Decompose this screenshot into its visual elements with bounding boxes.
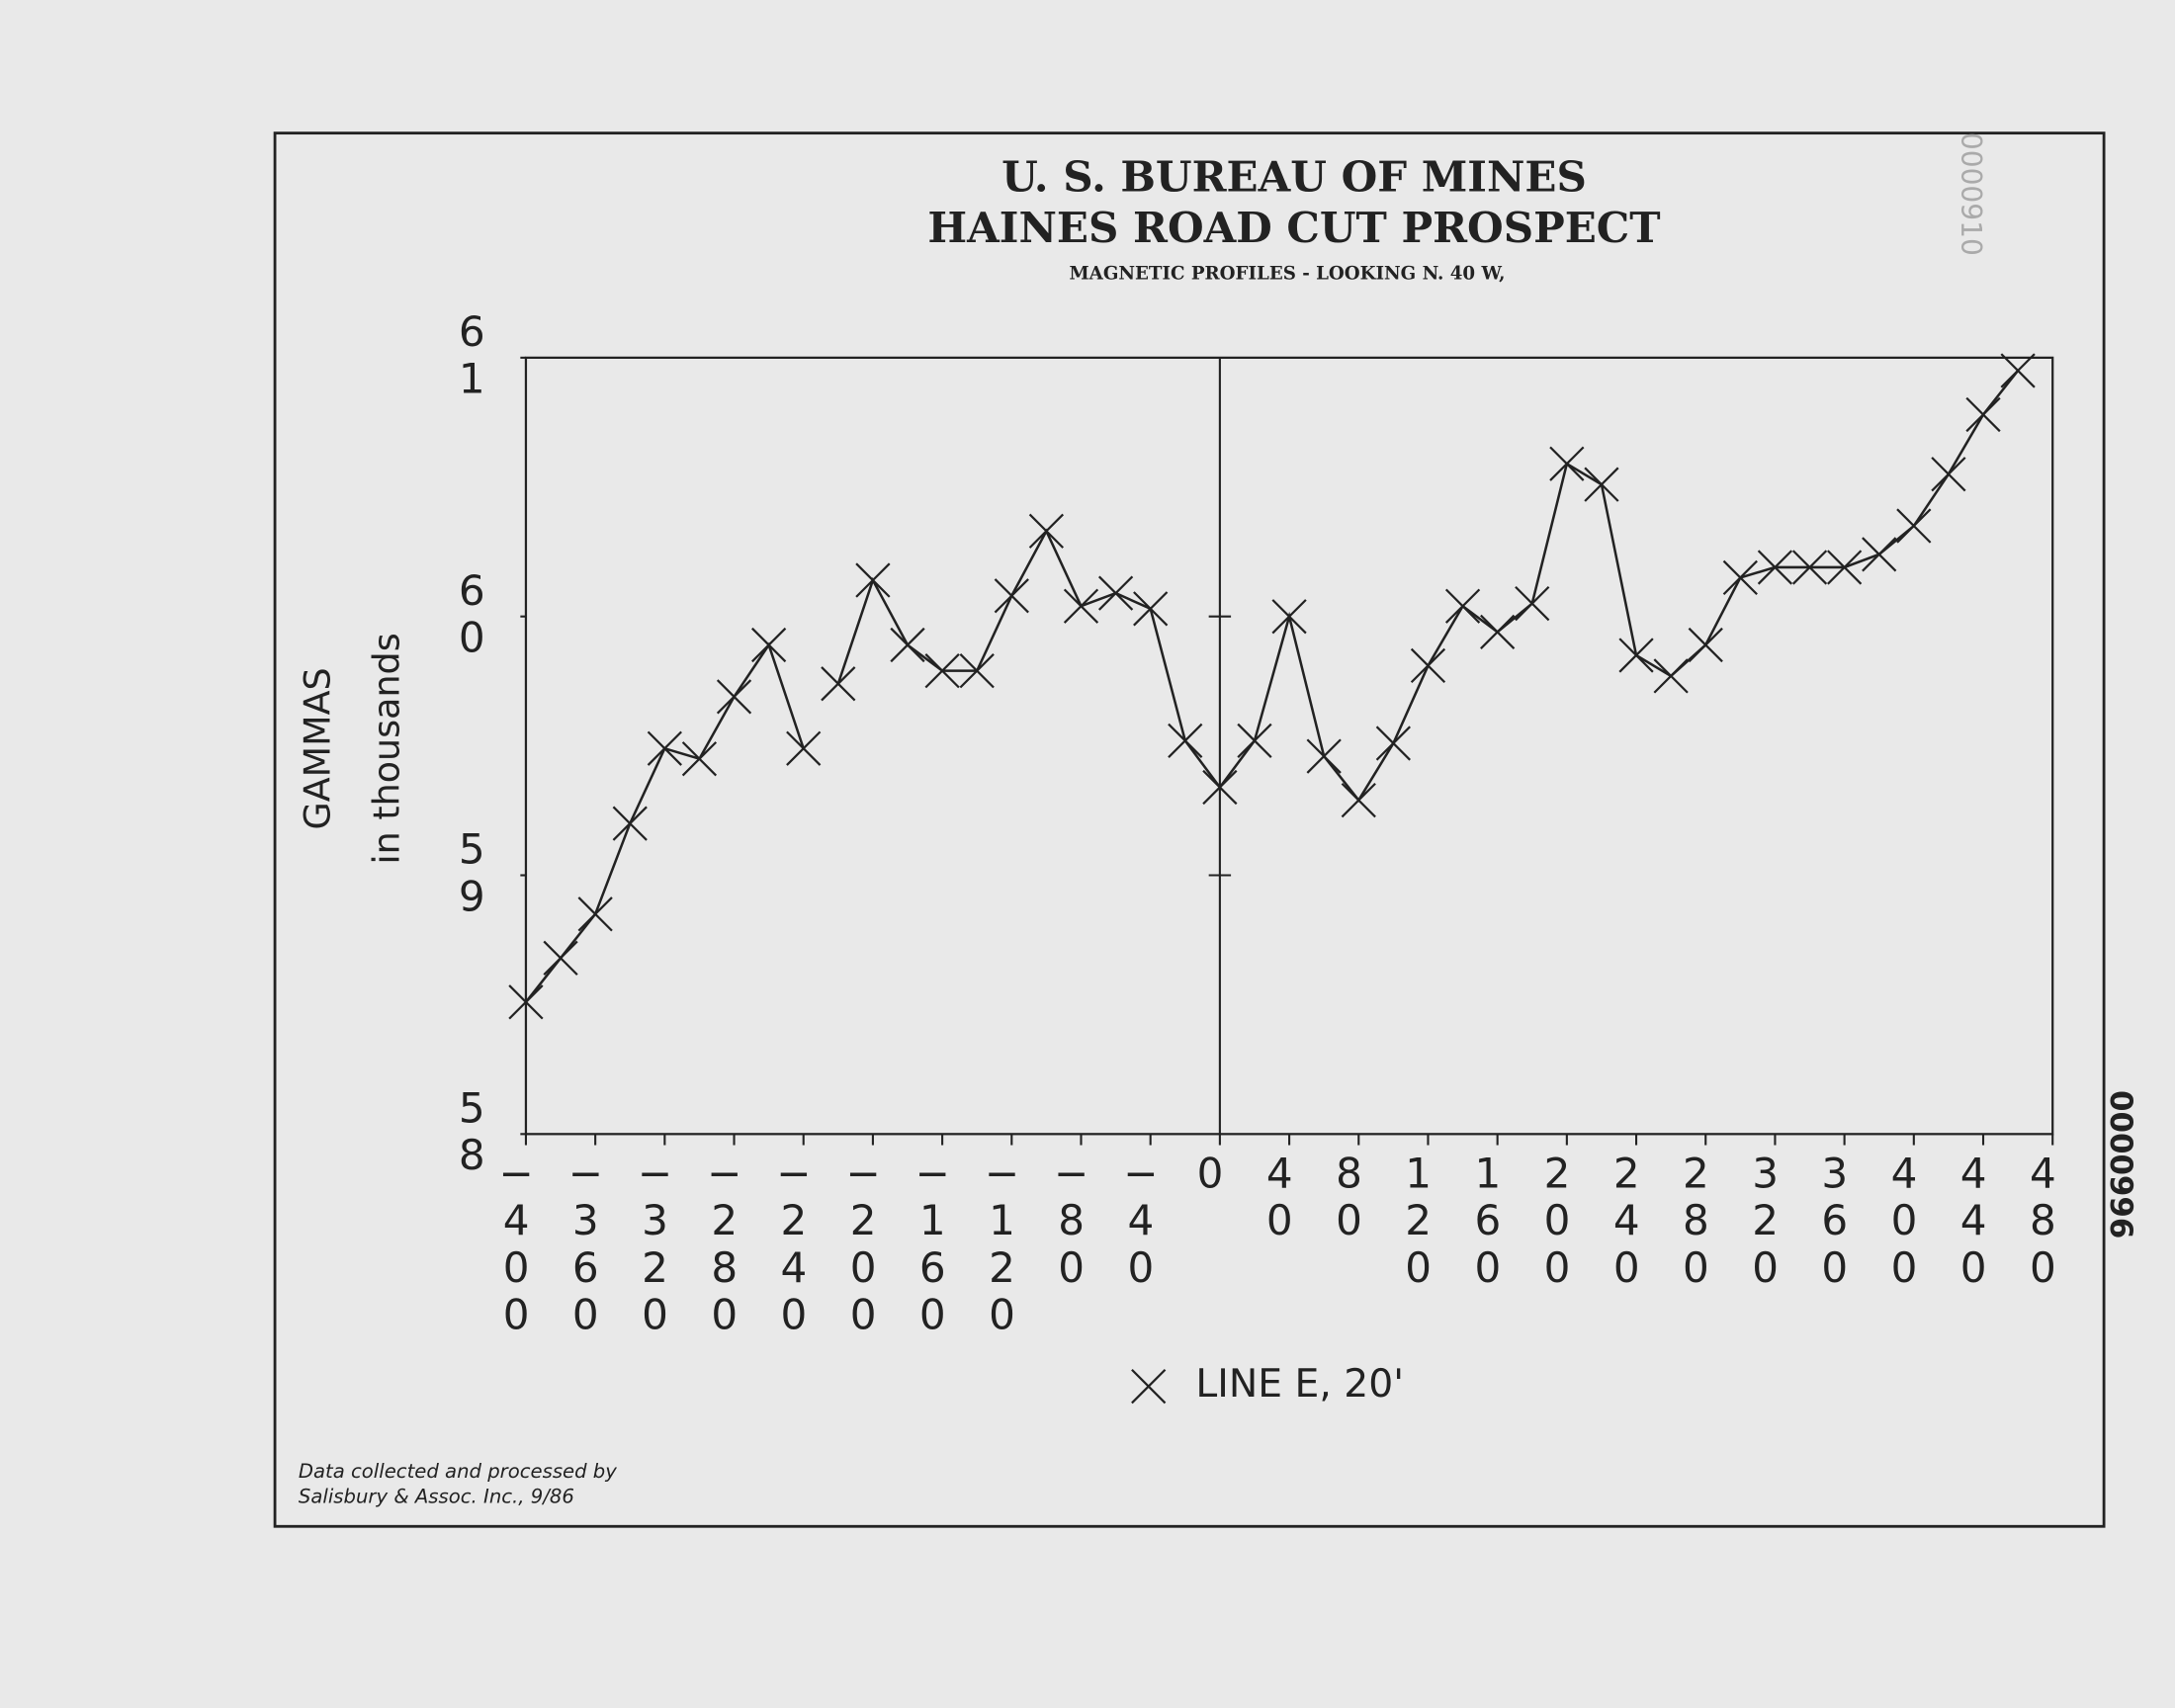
marker	[1515, 585, 1550, 622]
x-tick-label: 0	[1197, 1149, 1224, 1197]
marker	[1618, 638, 1654, 673]
marker	[1549, 446, 1585, 481]
series-line	[524, 370, 2020, 1003]
marker	[1202, 769, 1238, 806]
x-tick-label: −8 0	[1054, 1149, 1088, 1291]
marker	[1271, 599, 1307, 635]
marker	[1306, 738, 1342, 774]
chart-subtitle: HAINES ROAD CUT PROSPECT	[927, 203, 1660, 252]
x-tick-label: −2 0 0	[845, 1149, 880, 1338]
marker	[2000, 353, 2036, 388]
x-tick-label: −4 0	[1123, 1149, 1158, 1291]
marker	[1480, 614, 1516, 650]
marker	[924, 653, 960, 689]
plot-frame	[524, 356, 2054, 1136]
marker	[1862, 537, 1897, 572]
x-tick-label: −2 8 0	[707, 1149, 741, 1338]
marker	[1965, 396, 2001, 433]
marker	[786, 730, 822, 766]
marker	[1341, 782, 1376, 818]
x-tick-label: −1 2 0	[985, 1149, 1019, 1338]
marker	[1168, 723, 1203, 758]
marker	[821, 666, 856, 702]
marker	[994, 578, 1029, 614]
x-tick-label: −3 2 0	[638, 1149, 672, 1338]
marker	[647, 730, 682, 766]
chart-caption: MAGNETIC PROFILES - LOOKING N. 40 W,	[1070, 264, 1506, 285]
stamp: 0000910	[1955, 132, 1987, 256]
marker	[1375, 726, 1411, 761]
marker	[1757, 550, 1793, 585]
x-tick-label: −1 6 0	[915, 1149, 950, 1338]
marker	[1133, 591, 1169, 627]
frame	[273, 131, 2106, 1528]
note: Data collected and processed by	[299, 1460, 617, 1483]
legend-label: LINE E, 20'	[1195, 1362, 1404, 1407]
marker	[1791, 550, 1828, 585]
note: Salisbury & Assoc. Inc., 9/86	[299, 1485, 574, 1507]
marker	[612, 806, 648, 841]
marker	[890, 627, 925, 663]
marker	[1097, 575, 1134, 611]
marker	[1063, 588, 1099, 624]
marker	[716, 679, 752, 715]
stamp: 0000996	[2103, 1090, 2138, 1238]
marker	[1896, 508, 1932, 544]
x-tick-label: −4 0 0	[499, 1149, 534, 1338]
marker	[1444, 588, 1481, 624]
x-tick-label: −3 6 0	[568, 1149, 603, 1338]
legend-marker	[1131, 1368, 1167, 1405]
marker	[508, 984, 544, 1020]
y-axis-label: GAMMAS	[296, 667, 338, 829]
marker	[959, 653, 995, 689]
marker	[1410, 647, 1446, 684]
marker	[681, 741, 718, 777]
x-tick-label: −2 4 0	[776, 1149, 811, 1338]
marker	[1237, 723, 1272, 758]
marker	[577, 897, 613, 932]
marker	[543, 940, 578, 976]
marker	[1722, 559, 1758, 596]
marker	[1826, 550, 1863, 585]
marker	[1028, 513, 1065, 549]
marker	[855, 562, 891, 598]
marker	[751, 627, 787, 663]
marker	[1653, 658, 1689, 694]
chart-title: U. S. BUREAU OF MINES	[1001, 151, 1587, 201]
y-axis-unit: in thousands	[366, 633, 408, 864]
marker	[1584, 467, 1619, 502]
marker	[1688, 627, 1723, 663]
marker	[1931, 457, 1966, 492]
